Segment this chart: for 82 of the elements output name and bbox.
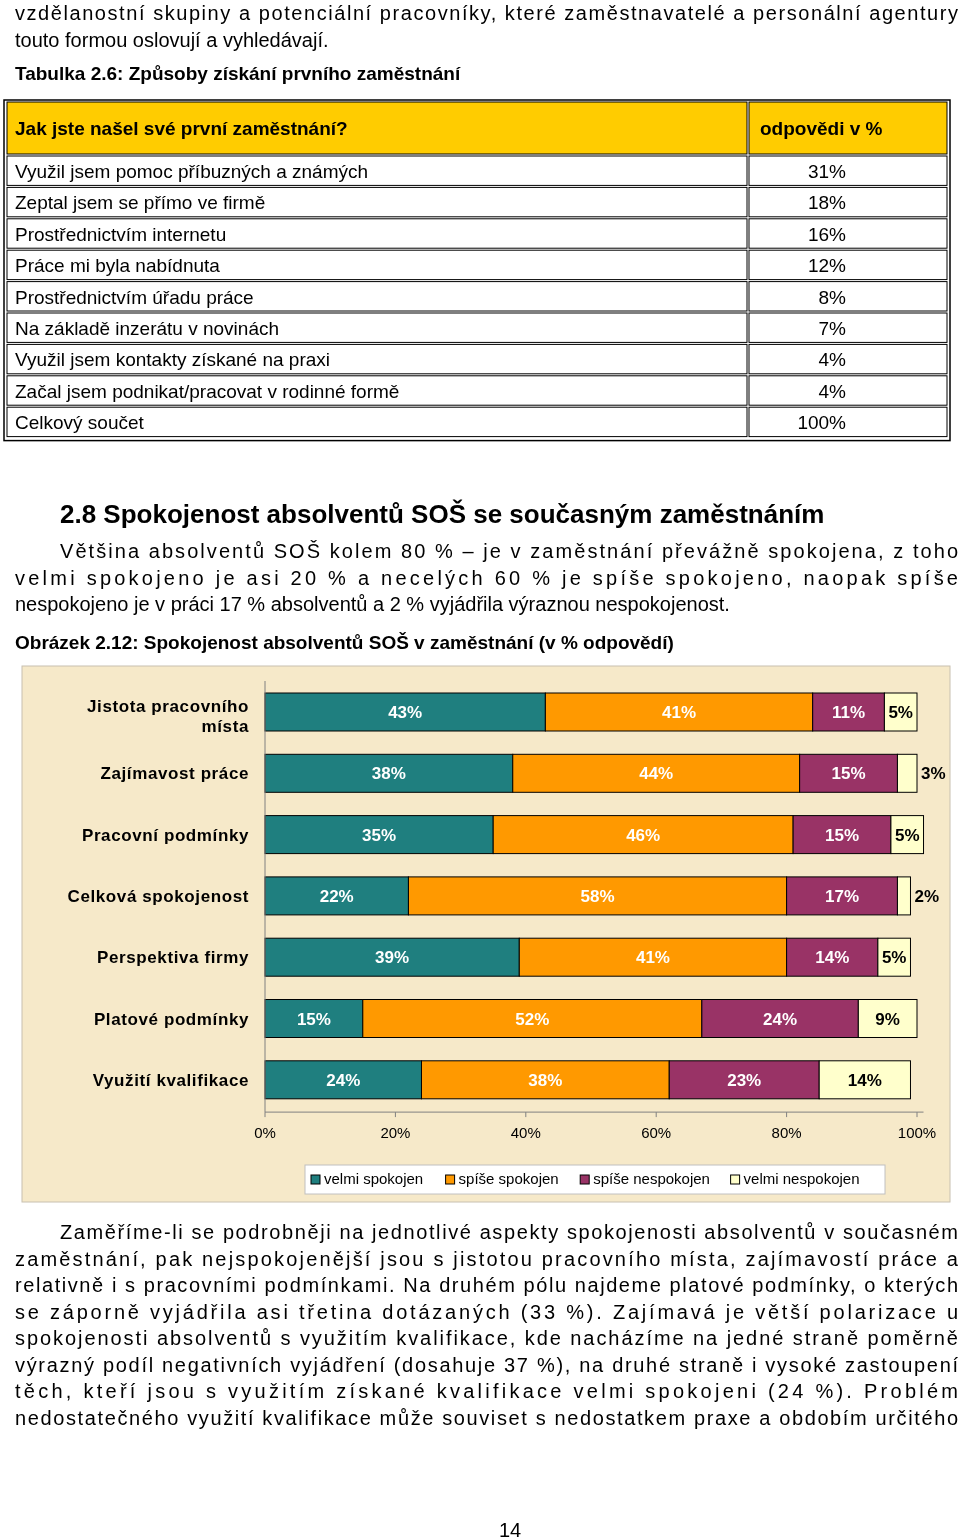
y-tick-label: Pracovní podmínky: [81, 825, 249, 845]
chart-title: Obrázek 2.12: Spokojenost absolventů SOŠ v zaměstnání (v % odpovědí): [15, 632, 674, 653]
data-label: 38%: [371, 764, 406, 784]
data-label: 38%: [528, 1070, 563, 1090]
data-label: 52%: [515, 1009, 550, 1029]
text: odpovědi v %: [760, 118, 883, 139]
data-label: 41%: [635, 948, 670, 968]
data-label: 24%: [763, 1009, 798, 1029]
x-tick-label: 40%: [510, 1124, 541, 1141]
legend-label: spíše nespokojen: [593, 1170, 710, 1187]
data-label: 43%: [388, 703, 423, 722]
data-label: 23%: [727, 1070, 762, 1090]
data-label: 11%: [831, 703, 866, 722]
text: 18%: [807, 192, 847, 214]
legend-label: velmi spokojen: [324, 1170, 424, 1187]
y-tick-label: Perspektiva firmy: [97, 948, 249, 968]
text: 8%: [818, 286, 847, 308]
legend-label: spíše spokojen: [458, 1170, 559, 1187]
data-label: 2%: [914, 886, 940, 906]
text: zaměstnání, pak nejspokojenější jsou s jistotou pracovního místa, zajímavostí práce a: [15, 1247, 959, 1270]
data-label: 5%: [881, 948, 907, 968]
text: velmi spokojeno je asi 20 % a necelých 60 % je spíše spokojeno, naopak spíše: [15, 567, 958, 589]
text: 7%: [818, 318, 847, 339]
data-label: 15%: [831, 764, 866, 784]
text: Jak jste našel své první zaměstnání?: [15, 118, 348, 139]
x-tick-label: 60%: [641, 1124, 672, 1141]
x-tick-label: 20%: [380, 1124, 411, 1141]
text: Na základě inzerátu v novinách: [15, 318, 280, 339]
text: spokojenosti absolventů s využitím kvalifikace, kde nacházíme na jedné straně poměrně: [15, 1327, 958, 1349]
data-label: 41%: [662, 703, 697, 722]
text: Celkový součet: [15, 412, 145, 434]
text: Prostřednictvím internetu: [15, 223, 227, 245]
text: Zeptal jsem se přímo ve firmě: [15, 192, 266, 214]
text: nedostatečného využití kvalifikace může souviset s nedostatkem praxe a obdobím určitého: [15, 1406, 958, 1429]
text: Prostřednictvím úřadu práce: [15, 286, 254, 308]
data-label: 15%: [825, 825, 860, 845]
text: Tabulka 2.6: Způsoby získání prvního zaměstnání: [15, 63, 461, 84]
data-label: 58%: [580, 886, 615, 906]
text: nespokojeno je v práci 17 % absolventů a 2 % vyjádřila výraznou nespokojenost.: [15, 593, 730, 615]
data-label: 39%: [375, 948, 410, 968]
text: 4%: [818, 349, 847, 371]
data-label: 44%: [639, 764, 674, 784]
y-tick-label: Zajímavost práce: [100, 764, 249, 784]
y-tick-label: Jistota pracovního místa: [87, 697, 249, 736]
data-label: 14%: [815, 948, 850, 968]
text: touto formou oslovují a vyhledávají.: [15, 29, 329, 51]
text: vzdělanostní skupiny a potenciální pracovníky, které zaměstnavatelé a personální agentury: [15, 2, 958, 24]
text: výrazný podíl negativních vyjádření (dosahuje 37 %), na druhé straně i vysoké zastoupení: [15, 1353, 959, 1376]
text: 31%: [807, 161, 847, 182]
text: Práce mi byla nabídnuta: [15, 255, 221, 277]
text: Využil jsem pomoc příbuzných a známých: [15, 161, 369, 182]
data-label: 5%: [894, 825, 920, 845]
text: těch, kteří jsou s využitím získané kvalifikace velmi spokojeni (24 %). Problém: [15, 1380, 958, 1402]
text: 16%: [807, 223, 847, 245]
data-label: 3%: [921, 764, 946, 784]
text: Zaměříme-li se podrobněji na jednotlivé aspekty spokojenosti absolventů v současném: [60, 1221, 958, 1243]
data-label: 24%: [326, 1070, 361, 1090]
text: 14: [498, 1519, 522, 1540]
y-tick-label: Celková spokojenost: [67, 886, 249, 906]
data-label: 9%: [875, 1009, 900, 1029]
text: 4%: [818, 380, 847, 402]
y-tick-label: Platové podmínky: [93, 1009, 249, 1029]
x-tick-label: 0%: [254, 1124, 276, 1141]
text: Začal jsem podnikat/pracovat v rodinné formě: [15, 380, 400, 402]
data-label: 46%: [626, 825, 661, 845]
data-label: 15%: [296, 1009, 331, 1029]
data-label: 5%: [888, 703, 913, 722]
x-tick-label: 80%: [771, 1124, 802, 1141]
text: 12%: [807, 255, 847, 277]
data-label: 17%: [825, 886, 860, 906]
text: relativně i s pracovními podmínkami. Na druhém pólu najdeme platové podmínky, o kterých: [15, 1274, 958, 1296]
x-tick-label: 100%: [897, 1124, 937, 1141]
legend-label: velmi nespokojen: [743, 1170, 860, 1187]
text: Většina absolventů SOŠ kolem 80 % – je v zaměstnání převážně spokojena, z toho: [60, 540, 958, 562]
text: se záporně vyjádřila asi třetina dotázaných (33 %). Zajímavá je větší polarizace u: [15, 1300, 958, 1323]
text: Využil jsem kontakty získané na praxi: [15, 349, 331, 371]
data-label: 35%: [362, 825, 397, 845]
y-tick-label: Využití kvalifikace: [92, 1070, 249, 1090]
text: 100%: [797, 412, 847, 434]
data-label: 22%: [319, 886, 354, 906]
text: 2.8 Spokojenost absolventů SOŠ se současným zaměstnáním: [60, 499, 825, 529]
data-label: 14%: [847, 1070, 882, 1090]
